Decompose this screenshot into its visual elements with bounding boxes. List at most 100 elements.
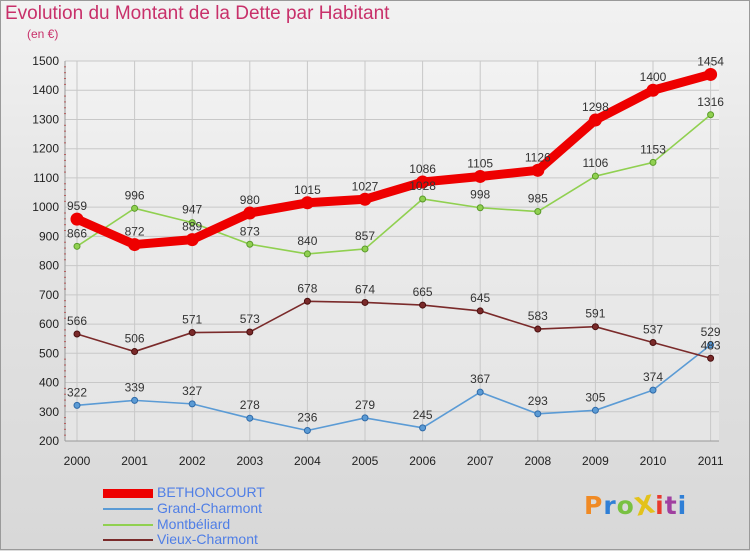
data-label-montb-liard: 996 [125, 188, 145, 202]
y-tick-label: 900 [39, 229, 59, 243]
data-point-montb-liard [649, 158, 657, 166]
x-tick-label: 2004 [294, 454, 321, 468]
data-label-grand-charmont: 529 [701, 325, 721, 339]
x-tick-label: 2001 [121, 454, 148, 468]
data-label-vieux-charmont: 571 [182, 313, 202, 327]
data-label-vieux-charmont: 674 [355, 282, 375, 296]
data-label-grand-charmont: 322 [67, 385, 87, 399]
data-point-grand-charmont [131, 396, 139, 404]
data-point-grand-charmont [476, 388, 484, 396]
data-label-grand-charmont: 278 [240, 398, 260, 412]
data-point-bethoncourt [70, 212, 84, 226]
data-label-montb-liard: 1028 [409, 179, 436, 193]
series-line-bethoncourt [72, 69, 716, 250]
data-point-vieux-charmont [419, 301, 427, 309]
chart-title: Evolution du Montant de la Dette par Hab… [5, 3, 390, 24]
data-point-grand-charmont [649, 386, 657, 394]
y-tick-label: 400 [39, 376, 59, 390]
legend-swatch [103, 508, 153, 510]
data-label-grand-charmont: 293 [528, 394, 548, 408]
data-label-bethoncourt: 980 [240, 193, 260, 207]
y-tick-label: 1500 [32, 54, 59, 68]
x-tick-label: 2006 [409, 454, 436, 468]
data-label-montb-liard: 840 [297, 234, 317, 248]
x-tick-label: 2003 [236, 454, 263, 468]
data-point-vieux-charmont [534, 325, 542, 333]
data-label-bethoncourt: 872 [125, 225, 145, 239]
data-point-montb-liard [591, 172, 599, 180]
data-label-vieux-charmont: 678 [297, 281, 317, 295]
data-label-bethoncourt: 1298 [582, 100, 609, 114]
data-label-vieux-charmont: 506 [125, 332, 145, 346]
data-point-grand-charmont [361, 414, 369, 422]
data-point-montb-liard [246, 240, 254, 248]
data-point-vieux-charmont [73, 330, 81, 338]
data-label-bethoncourt: 1027 [352, 179, 379, 193]
data-point-montb-liard [534, 208, 542, 216]
data-label-vieux-charmont: 573 [240, 312, 260, 326]
data-label-montb-liard: 1316 [697, 95, 724, 109]
y-tick-label: 600 [39, 317, 59, 331]
legend-label: BETHONCOURT [157, 484, 265, 500]
legend-swatch [103, 489, 153, 498]
data-point-montb-liard [73, 242, 81, 250]
data-labels: 959 872 889 980 1015 1027 1086 1105 1126 1298 1400… [67, 54, 724, 424]
data-label-grand-charmont: 367 [470, 372, 490, 386]
legend-swatch [103, 524, 153, 526]
data-point-bethoncourt [531, 163, 545, 177]
data-point-vieux-charmont [303, 297, 311, 305]
data-label-bethoncourt: 1400 [640, 70, 667, 84]
series-line-vieux-charmont [76, 300, 712, 360]
data-point-vieux-charmont [188, 329, 196, 337]
data-point-bethoncourt [588, 113, 602, 127]
x-tick-label: 2007 [467, 454, 494, 468]
data-label-grand-charmont: 305 [585, 390, 605, 404]
data-point-bethoncourt [358, 192, 372, 206]
data-label-montb-liard: 985 [528, 192, 548, 206]
proxiti-logo: ProXiti [584, 489, 688, 522]
legend-swatch [103, 539, 153, 541]
data-label-vieux-charmont: 583 [528, 309, 548, 323]
data-point-vieux-charmont [131, 348, 139, 356]
data-point-bethoncourt [704, 67, 718, 81]
data-point-grand-charmont [246, 414, 254, 422]
data-point-grand-charmont [591, 406, 599, 414]
data-point-montb-liard [707, 111, 715, 119]
y-tick-label: 200 [39, 434, 59, 448]
data-label-montb-liard: 998 [470, 188, 490, 202]
data-point-bethoncourt [243, 206, 257, 220]
data-label-bethoncourt: 1126 [525, 150, 551, 164]
data-label-bethoncourt: 889 [182, 220, 202, 234]
data-point-grand-charmont [419, 424, 427, 432]
data-point-montb-liard [419, 195, 427, 203]
series-line-grand-charmont [76, 344, 712, 432]
data-label-grand-charmont: 339 [125, 380, 145, 394]
data-point-vieux-charmont [246, 328, 254, 336]
data-label-montb-liard: 1153 [640, 142, 666, 156]
data-point-grand-charmont [188, 400, 196, 408]
data-label-vieux-charmont: 665 [413, 285, 433, 299]
x-tick-label: 2005 [352, 454, 379, 468]
data-label-vieux-charmont: 483 [701, 338, 721, 352]
x-tick-label: 2008 [524, 454, 551, 468]
x-tick-label: 2002 [179, 454, 206, 468]
data-label-montb-liard: 857 [355, 229, 375, 243]
data-label-bethoncourt: 959 [67, 199, 87, 213]
data-point-bethoncourt [416, 175, 430, 189]
data-point-montb-liard [188, 219, 196, 227]
data-point-vieux-charmont [649, 338, 657, 346]
data-point-bethoncourt [646, 83, 660, 97]
data-label-vieux-charmont: 566 [67, 314, 87, 328]
data-label-grand-charmont: 374 [643, 370, 663, 384]
data-point-vieux-charmont [591, 323, 599, 331]
data-point-montb-liard [303, 250, 311, 258]
data-label-montb-liard: 1106 [582, 156, 608, 170]
plot-area [65, 61, 719, 441]
x-tick-label: 2010 [640, 454, 667, 468]
data-point-montb-liard [131, 204, 139, 212]
legend-label: Vieux-Charmont [157, 531, 258, 547]
data-point-vieux-charmont [707, 354, 715, 362]
data-point-grand-charmont [707, 341, 715, 349]
data-label-bethoncourt: 1015 [294, 183, 321, 197]
y-tick-label: 1300 [32, 112, 59, 126]
